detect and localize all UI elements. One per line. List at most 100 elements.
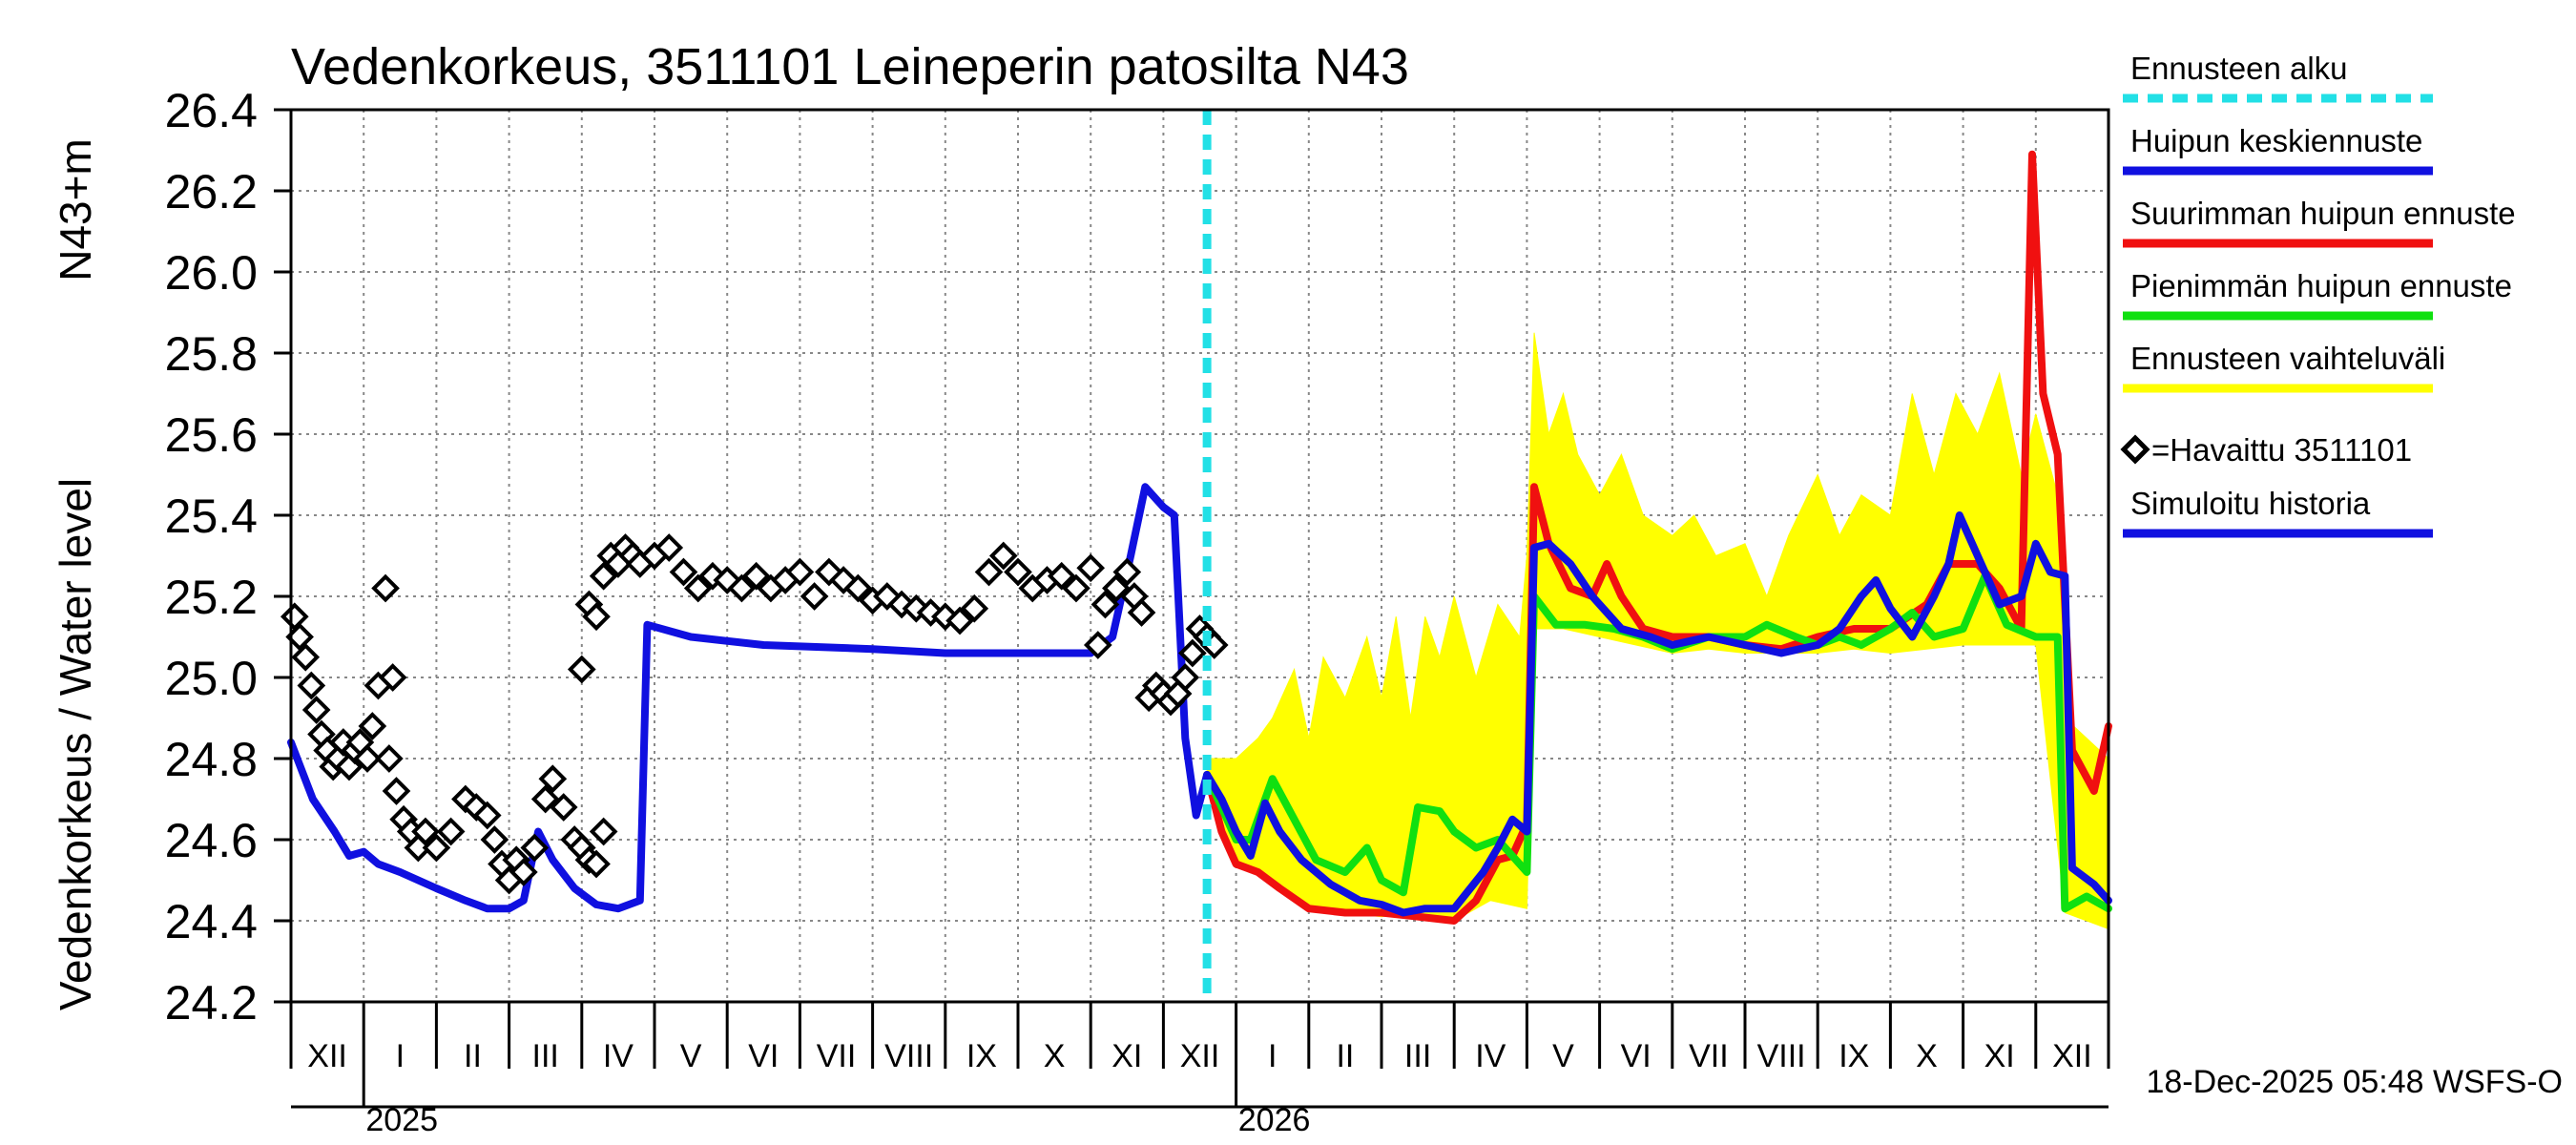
series-line-huipun-keskiennuste: [1203, 511, 2112, 917]
timestamp-label: 18-Dec-2025 05:48 WSFS-O: [2146, 1064, 2563, 1100]
observed-point: [297, 671, 326, 700]
x-year-label: 2025: [365, 1102, 438, 1138]
y-tick-label: 24.2: [165, 976, 258, 1030]
x-month-label: VI: [1621, 1038, 1652, 1074]
series-line-pienimm-n-huipun-ennuste: [1203, 572, 2112, 913]
y-tick-label: 25.2: [165, 571, 258, 624]
observed-point: [1171, 663, 1200, 692]
legend-label: Pienimmän huipun ennuste: [2130, 268, 2512, 303]
observed-point: [669, 557, 698, 587]
observed-point: [1047, 561, 1076, 591]
x-month-label: VIII: [884, 1038, 933, 1074]
observed-point: [301, 696, 331, 724]
observed-point: [520, 833, 550, 863]
observed-point: [411, 817, 440, 846]
observed-point: [945, 606, 974, 635]
observed-point: [378, 663, 407, 692]
observed-point: [530, 784, 560, 814]
observed-point: [382, 777, 411, 805]
observed-point: [1112, 557, 1142, 587]
chart-title: Vedenkorkeus, 3511101 Leineperin patosil…: [291, 38, 1409, 95]
x-axis-ticks: XII I II III IV V VI VII VIII IX X XI XII I II III IV V VI…: [289, 1002, 2110, 1138]
y-tick-label: 24.6: [165, 814, 258, 867]
legend-label: Simuloitu historia: [2130, 486, 2371, 521]
observed-point: [549, 793, 578, 822]
observed-point: [1102, 573, 1131, 603]
observed-point: [654, 533, 684, 562]
x-month-label: V: [680, 1038, 702, 1074]
series-lines: [287, 150, 2112, 925]
observed-point: [727, 573, 757, 603]
x-month-label: VII: [817, 1038, 857, 1074]
y-tick-label: 24.4: [165, 895, 258, 948]
x-month-label: IX: [966, 1038, 997, 1074]
plot-frame: [289, 108, 2110, 1109]
y-axis-label: Vedenkorkeus / Water level: [51, 478, 100, 1010]
x-month-label: XI: [1111, 1038, 1142, 1074]
y-tick-label: 25.8: [165, 327, 258, 381]
x-month-label: XII: [2052, 1038, 2092, 1074]
observed-point: [358, 712, 387, 740]
x-month-label: IV: [603, 1038, 634, 1074]
observed-point: [589, 817, 618, 846]
observed-point: [509, 858, 538, 886]
observed-point: [353, 744, 382, 773]
y-tick-label: 26.2: [165, 165, 258, 219]
observed-point: [538, 764, 568, 794]
x-month-label: IX: [1839, 1038, 1869, 1074]
x-month-label: II: [464, 1038, 482, 1074]
observed-points: [280, 533, 1229, 895]
observed-point: [472, 801, 502, 830]
legend-label: Huipun keskiennuste: [2130, 123, 2422, 158]
observed-point: [436, 817, 466, 846]
observed-point: [1178, 638, 1207, 668]
x-month-label: XII: [307, 1038, 347, 1074]
x-month-label: VIII: [1757, 1038, 1806, 1074]
legend-label: Ennusteen alku: [2130, 51, 2348, 86]
x-month-label: I: [396, 1038, 405, 1074]
observed-point: [988, 541, 1018, 571]
observed-point: [371, 573, 400, 603]
plot-border: [289, 108, 2110, 1004]
observed-point: [582, 602, 611, 632]
observed-point: [582, 849, 611, 879]
x-month-label: XI: [1984, 1038, 2015, 1074]
legend-label: Ennusteen vaihteluväli: [2130, 341, 2445, 376]
observed-point: [1127, 598, 1156, 627]
x-month-label: V: [1552, 1038, 1574, 1074]
x-month-label: I: [1268, 1038, 1277, 1074]
observed-point: [843, 573, 873, 603]
x-month-label: VI: [748, 1038, 779, 1074]
observed-point: [1083, 631, 1112, 659]
x-month-label: X: [1916, 1038, 1938, 1074]
x-year-label: 2026: [1238, 1102, 1311, 1138]
observed-point: [567, 655, 596, 684]
observed-point: [741, 561, 771, 591]
legend: Ennusteen alku Huipun keskiennuste Suurimm…: [2120, 51, 2516, 538]
legend-label: =Havaittu 3511101: [2151, 432, 2412, 468]
observed-point: [1076, 553, 1106, 583]
observed-point: [800, 582, 829, 611]
legend-label: Suurimman huipun ennuste: [2130, 196, 2516, 231]
observed-point: [960, 593, 989, 623]
y-tick-label: 25.6: [165, 408, 258, 462]
observed-point: [589, 561, 618, 591]
x-month-label: VII: [1689, 1038, 1729, 1074]
y-tick-label: 26.0: [165, 246, 258, 300]
series-line-simuloitu-historia: [287, 483, 1212, 913]
y-tick-label: 25.0: [165, 652, 258, 705]
series-line-suurimman-huipun-ennuste: [1203, 150, 2112, 925]
observed-point: [291, 642, 321, 672]
legend-marker-observed: [2120, 434, 2150, 465]
observed-point: [1004, 557, 1032, 587]
y-tick-label: 25.4: [165, 489, 258, 543]
observed-point: [480, 825, 509, 854]
observed-point: [974, 557, 1004, 587]
x-month-label: XII: [1180, 1038, 1220, 1074]
x-month-label: IV: [1475, 1038, 1506, 1074]
observed-point: [1091, 590, 1120, 619]
y-tick-label: 26.4: [165, 84, 258, 137]
x-month-label: III: [1404, 1038, 1431, 1074]
observed-point: [785, 557, 815, 587]
